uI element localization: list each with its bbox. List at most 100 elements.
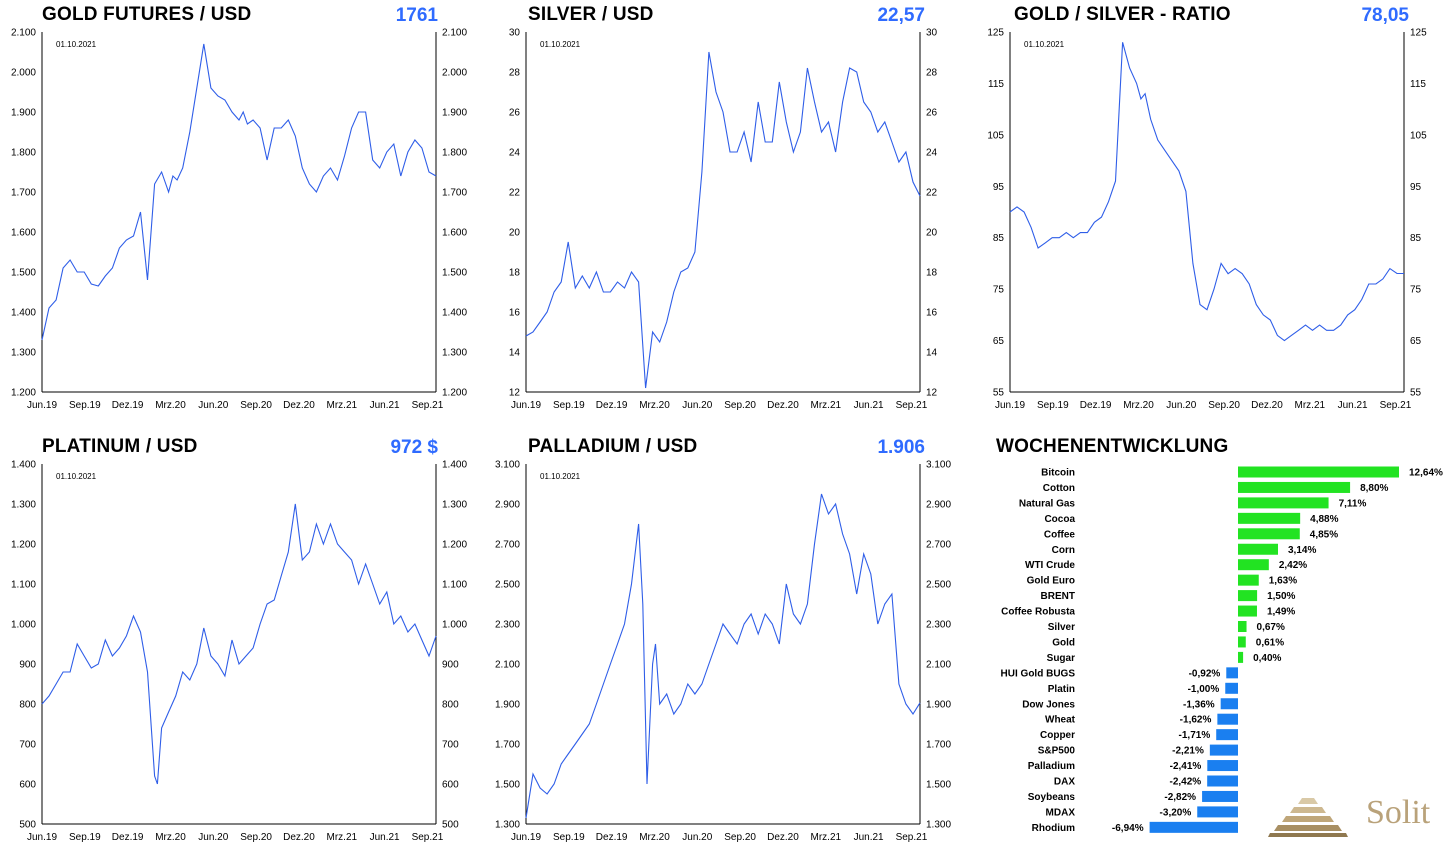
y-tick-label-left: 115 (988, 79, 1004, 90)
x-tick-label: Sep.19 (1037, 400, 1069, 411)
x-tick-label: Mrz.20 (639, 400, 670, 411)
y-tick-label-right: 700 (442, 740, 459, 751)
value-label: -6,94% (1112, 823, 1144, 834)
y-tick-label-right: 75 (1410, 285, 1422, 296)
date-label: 01.10.2021 (540, 472, 581, 481)
value-label: -2,82% (1164, 792, 1196, 803)
x-tick-label: Dez.19 (112, 400, 144, 411)
chart-title: GOLD / SILVER - RATIO (1014, 4, 1231, 25)
x-tick-label: Sep.21 (896, 832, 928, 843)
y-tick-label-left: 2.100 (11, 28, 36, 39)
y-tick-label-right: 3.100 (926, 460, 951, 471)
y-tick-label-right: 1.500 (926, 780, 951, 791)
x-tick-label: Sep.20 (240, 400, 272, 411)
y-tick-label-right: 2.100 (926, 660, 951, 671)
y-tick-label-left: 1.900 (495, 700, 520, 711)
weekly-bar-chart: Bitcoin 12,64% Cotton 8,80% Natural Gas 7,11%… (1001, 466, 1443, 834)
y-tick-label-right: 26 (926, 108, 938, 119)
y-tick-label-right: 1.200 (442, 540, 467, 551)
value-label: 1,63% (1269, 576, 1297, 587)
y-tick-label-left: 2.300 (495, 620, 520, 631)
value-label: 4,85% (1310, 529, 1338, 540)
y-tick-label-right: 14 (926, 348, 938, 359)
x-tick-label: Jun.20 (198, 832, 228, 843)
category-label: S&P500 (1038, 746, 1076, 757)
x-tick-label: Sep.19 (69, 832, 101, 843)
solit-logo-icon (1268, 798, 1348, 837)
value-label: 3,14% (1288, 545, 1316, 556)
price-line (525, 51, 921, 389)
y-tick-label-right: 24 (926, 148, 938, 159)
bar (1238, 559, 1269, 571)
y-tick-label-right: 2.000 (442, 68, 467, 79)
value-label: 0,67% (1257, 622, 1285, 633)
value-label: 1,49% (1267, 607, 1295, 618)
category-label: Natural Gas (1019, 498, 1076, 509)
bar (1220, 698, 1238, 710)
bar (1238, 636, 1246, 648)
chart-title: PALLADIUM / USD (528, 436, 698, 457)
bar (1238, 605, 1257, 617)
y-tick-label-left: 24 (509, 148, 521, 159)
category-label: Dow Jones (1022, 699, 1075, 710)
bar (1216, 729, 1238, 741)
value-label: 0,61% (1256, 637, 1284, 648)
y-tick-label-right: 1.300 (442, 348, 467, 359)
x-tick-label: Mrz.21 (327, 832, 358, 843)
y-tick-label-left: 500 (19, 820, 36, 831)
y-tick-label-right: 28 (926, 68, 938, 79)
category-label: Wheat (1045, 715, 1076, 726)
x-tick-label: Jun.20 (682, 832, 712, 843)
x-tick-label: Jun.21 (370, 832, 400, 843)
value-label: -1,71% (1179, 730, 1211, 741)
bar (1238, 512, 1301, 524)
y-tick-label-left: 1.500 (495, 780, 520, 791)
x-tick-label: Sep.21 (412, 400, 444, 411)
value-label: -0,92% (1189, 668, 1221, 679)
y-tick-label-right: 1.700 (926, 740, 951, 751)
bar (1238, 574, 1259, 586)
platinum-chart-panel: PLATINUM / USD 972 $ 500 500 600 600 700 700 8… (0, 430, 484, 859)
y-tick-label-left: 1.200 (11, 388, 36, 399)
bar (1238, 481, 1351, 493)
x-tick-label: Dez.19 (596, 832, 628, 843)
palladium-chart: 1.300 1.300 1.500 1.500 1.700 1.700 1.900 1.900… (495, 460, 951, 844)
current-value: 78,05 (1361, 5, 1409, 26)
x-tick-label: Sep.20 (1208, 400, 1240, 411)
bar (1238, 466, 1399, 478)
price-line (525, 493, 921, 819)
x-tick-label: Mrz.20 (155, 832, 186, 843)
x-tick-label: Jun.19 (511, 400, 541, 411)
category-label: Sugar (1047, 653, 1075, 664)
value-label: 0,40% (1253, 653, 1281, 664)
y-tick-label-right: 1.000 (442, 620, 467, 631)
x-tick-label: Jun.21 (854, 400, 884, 411)
bar (1238, 651, 1244, 663)
weekly-performance-panel: WOCHENENTWICKLUNG Bitcoin 12,64% Cotton 8,8… (968, 430, 1452, 859)
y-tick-label-left: 1.700 (495, 740, 520, 751)
x-tick-label: Dez.19 (112, 832, 144, 843)
x-tick-label: Mrz.20 (1123, 400, 1154, 411)
category-label: WTI Crude (1025, 560, 1075, 571)
y-tick-label-right: 800 (442, 700, 459, 711)
silver-chart: 12 12 14 14 16 16 18 18 20 20 22 22 24 24 26 26 28 28 30 30… (509, 28, 938, 412)
solit-logo-text: Solit (1366, 794, 1431, 831)
x-tick-label: Sep.20 (240, 832, 272, 843)
x-tick-label: Sep.19 (69, 400, 101, 411)
price-line (41, 503, 437, 785)
y-tick-label-left: 1.500 (11, 268, 36, 279)
date-label: 01.10.2021 (540, 40, 581, 49)
x-tick-label: Mrz.21 (811, 832, 842, 843)
y-tick-label-left: 30 (509, 28, 521, 39)
y-tick-label-left: 2.700 (495, 540, 520, 551)
x-tick-label: Mrz.20 (639, 832, 670, 843)
category-label: Silver (1048, 622, 1075, 633)
y-tick-label-left: 1.100 (11, 580, 36, 591)
palladium-chart-panel: PALLADIUM / USD 1.906 1.300 1.300 1.500 1.5… (484, 430, 968, 859)
value-label: -1,00% (1188, 684, 1220, 695)
x-tick-label: Sep.21 (1380, 400, 1412, 411)
bar (1238, 543, 1278, 555)
y-tick-label-left: 1.200 (11, 540, 36, 551)
y-tick-label-left: 95 (993, 182, 1005, 193)
y-tick-label-right: 20 (926, 228, 938, 239)
